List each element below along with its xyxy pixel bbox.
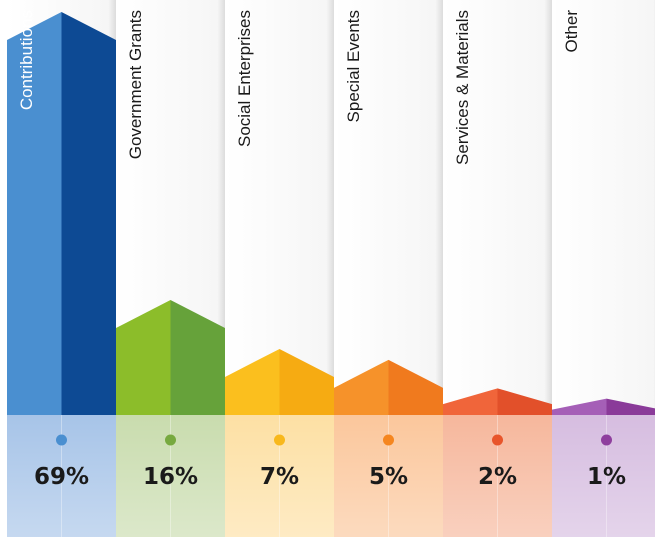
dot-other	[601, 434, 612, 446]
bar-contributions-left	[7, 12, 62, 415]
panel-special-events	[334, 0, 443, 415]
category-label-government-grants: Government Grants	[126, 10, 145, 159]
category-label-services-and-materials: Services & Materials	[453, 10, 472, 165]
bars	[7, 12, 655, 415]
bar-other-left	[552, 398, 607, 415]
value-label-social-enterprises: 7%	[260, 464, 299, 490]
bar-government-grants-left	[116, 300, 171, 415]
value-bands: 69% 16% 7% 5% 2% 1%	[7, 415, 655, 537]
category-label-other: Other	[562, 10, 581, 53]
panel-social-enterprises	[225, 0, 334, 415]
bar-government-grants-right	[170, 300, 225, 415]
background-panels	[7, 0, 655, 415]
dot-services-and-materials	[492, 434, 503, 446]
bar-other-right	[606, 398, 655, 415]
category-labels: Contributions Government Grants Social Ent…	[17, 10, 581, 165]
dot-special-events	[383, 434, 394, 446]
dot-government-grants	[165, 434, 176, 446]
category-label-special-events: Special Events	[344, 10, 363, 122]
dot-social-enterprises	[274, 434, 285, 446]
bar-special-events-left	[334, 359, 389, 415]
band-shine-other	[552, 415, 655, 537]
panel-services-and-materials	[443, 0, 552, 415]
bar-social-enterprises-left	[225, 348, 280, 415]
bar-services-and-materials-left	[443, 388, 498, 415]
bar-contributions-right	[61, 12, 116, 415]
value-label-other: 1%	[587, 464, 626, 490]
value-label-services-and-materials: 2%	[478, 464, 517, 490]
category-label-contributions: Contributions	[17, 10, 36, 110]
value-label-government-grants: 16%	[143, 464, 198, 490]
panel-other	[552, 0, 655, 415]
value-label-special-events: 5%	[369, 464, 408, 490]
value-label-contributions: 69%	[34, 464, 89, 490]
bar-social-enterprises-right	[279, 348, 334, 415]
category-label-social-enterprises: Social Enterprises	[235, 10, 254, 147]
bar-services-and-materials-right	[497, 388, 552, 415]
dot-contributions	[56, 434, 67, 446]
bar-special-events-right	[388, 359, 443, 415]
